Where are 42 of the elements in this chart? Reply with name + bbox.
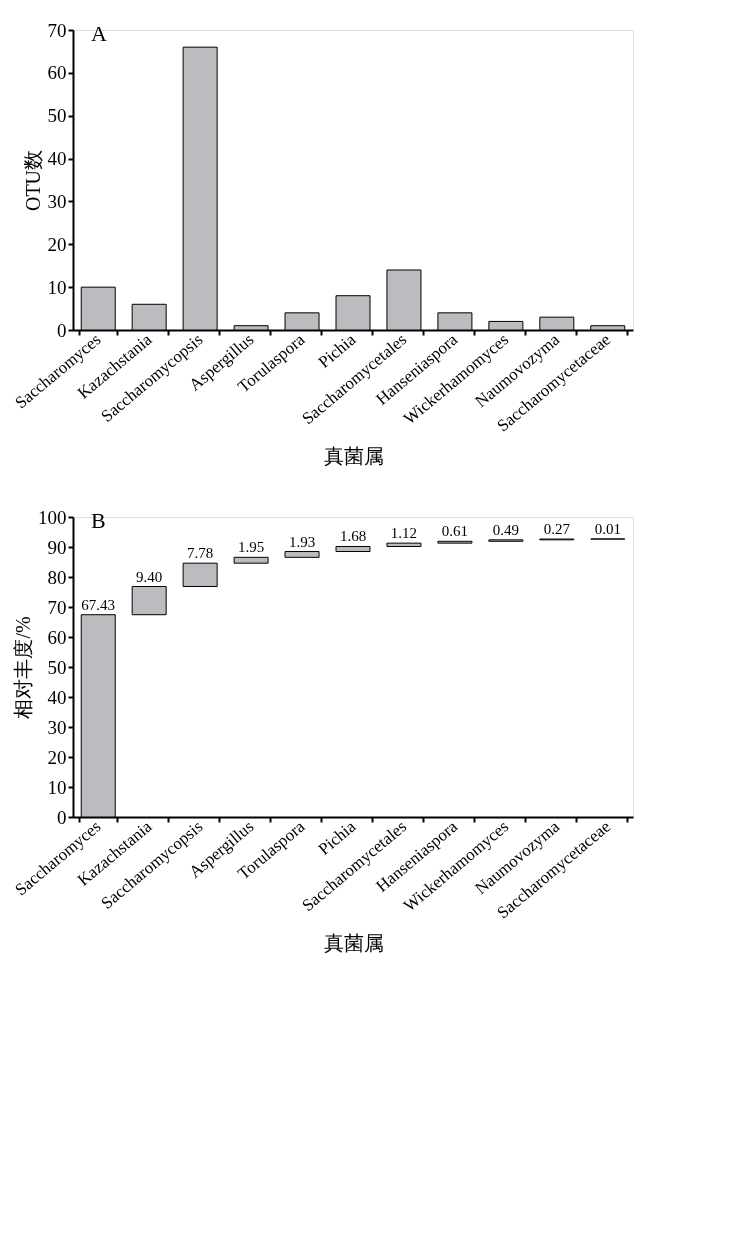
y-tick-label: 80 <box>47 566 67 588</box>
y-tick-label: 0 <box>57 806 67 828</box>
y-tick-label: 40 <box>47 686 67 708</box>
data-label: 1.95 <box>237 539 265 556</box>
y-tick-label: 70 <box>47 596 67 618</box>
data-label: 0.49 <box>492 521 519 538</box>
y-tick-label: 60 <box>47 62 67 84</box>
data-label: 0.27 <box>543 521 571 538</box>
data-label: 67.43 <box>81 596 116 613</box>
y-tick-label: 50 <box>47 105 67 127</box>
bar <box>182 562 218 588</box>
bar <box>284 551 320 558</box>
y-tick-label: 50 <box>47 656 67 678</box>
x-axis-title: 真菌属 <box>323 444 384 467</box>
data-label: 0.61 <box>441 523 469 540</box>
y-tick-label: 40 <box>47 148 67 170</box>
y-tick-label: 90 <box>47 536 67 558</box>
bar <box>131 586 167 616</box>
y-tick-label: 30 <box>47 716 67 738</box>
y-tick-label: 10 <box>47 776 67 798</box>
data-label: 1.12 <box>390 525 418 542</box>
y-tick-label: 20 <box>47 233 67 255</box>
data-label: 1.93 <box>288 533 316 550</box>
x-axis-title: 真菌属 <box>323 931 384 954</box>
y-axis-title: 相对丰度/% <box>12 616 34 719</box>
y-tick-label: 100 <box>38 506 67 528</box>
y-tick-label: 70 <box>47 19 67 41</box>
y-tick-label: 10 <box>47 276 67 298</box>
data-label: 0.01 <box>594 520 621 537</box>
y-tick-label: 60 <box>47 626 67 648</box>
data-label: 9.40 <box>136 568 163 585</box>
y-tick-label: 20 <box>47 746 67 768</box>
data-label: 7.78 <box>187 545 214 562</box>
y-tick-label: 0 <box>57 319 67 341</box>
y-tick-label: 30 <box>47 190 67 212</box>
y-axis-title: OTU数 <box>21 149 44 212</box>
bar <box>233 556 269 564</box>
chart-title: A <box>91 21 107 46</box>
data-label: 1.68 <box>339 528 367 545</box>
bar <box>386 542 422 547</box>
chart-title: B <box>91 508 106 533</box>
bar <box>335 545 371 553</box>
